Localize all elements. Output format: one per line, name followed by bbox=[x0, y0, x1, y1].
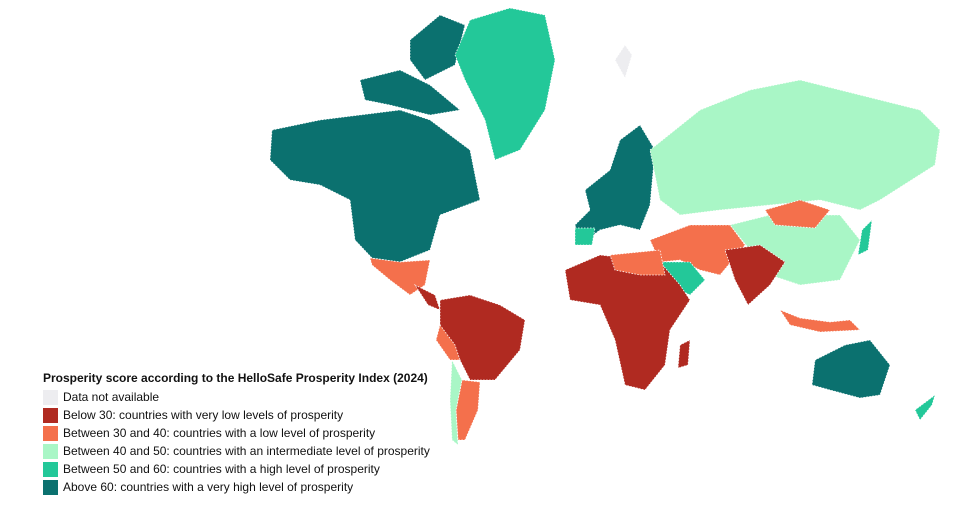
legend-item: Between 40 and 50: countries with an int… bbox=[43, 442, 430, 460]
japan bbox=[857, 218, 873, 256]
legend-label: Between 40 and 50: countries with an int… bbox=[63, 444, 430, 458]
legend-swatch bbox=[43, 443, 58, 459]
iberia bbox=[574, 227, 596, 246]
legend-swatch bbox=[43, 425, 58, 441]
legend-label: Above 60: countries with a very high lev… bbox=[63, 480, 354, 494]
legend-label: Below 30: countries with very low levels… bbox=[63, 408, 344, 422]
legend-item: Between 30 and 40: countries with a low … bbox=[43, 424, 430, 442]
legend-item: Below 30: countries with very low levels… bbox=[43, 406, 430, 424]
madagascar bbox=[677, 339, 691, 369]
legend-item: Data not available bbox=[43, 388, 430, 406]
legend-title: Prosperity score according to the HelloS… bbox=[43, 371, 428, 385]
north-america bbox=[269, 109, 481, 263]
canada-islands bbox=[359, 69, 461, 116]
north-africa bbox=[609, 249, 666, 276]
europe bbox=[574, 124, 656, 246]
central-america bbox=[413, 283, 441, 311]
legend-item: Between 50 and 60: countries with a high… bbox=[43, 460, 430, 478]
baffin bbox=[409, 14, 466, 81]
legend-swatch bbox=[43, 479, 58, 495]
saudi-arabia bbox=[659, 261, 706, 296]
china bbox=[729, 214, 861, 286]
peru bbox=[435, 324, 461, 361]
chile bbox=[449, 358, 463, 446]
legend-swatch bbox=[43, 407, 58, 423]
legend: Prosperity score according to the HelloS… bbox=[43, 371, 430, 496]
indonesia bbox=[778, 309, 861, 333]
legend-item: Above 60: countries with a very high lev… bbox=[43, 478, 430, 496]
svalbard bbox=[614, 44, 633, 80]
mongolia bbox=[764, 199, 831, 229]
greenland bbox=[454, 7, 556, 161]
argentina bbox=[455, 379, 481, 441]
new-zealand bbox=[914, 393, 936, 421]
mexico bbox=[369, 257, 431, 296]
legend-label: Between 50 and 60: countries with a high… bbox=[63, 462, 380, 476]
legend-swatch bbox=[43, 461, 58, 477]
legend-label: Data not available bbox=[63, 390, 160, 404]
legend-items: Data not available Below 30: countries wi… bbox=[43, 388, 430, 496]
africa bbox=[564, 254, 691, 391]
middle-east bbox=[649, 224, 746, 276]
india bbox=[724, 244, 786, 306]
legend-label: Between 30 and 40: countries with a low … bbox=[63, 426, 376, 440]
russia bbox=[649, 79, 941, 216]
australia bbox=[811, 339, 891, 399]
legend-swatch bbox=[43, 389, 58, 405]
